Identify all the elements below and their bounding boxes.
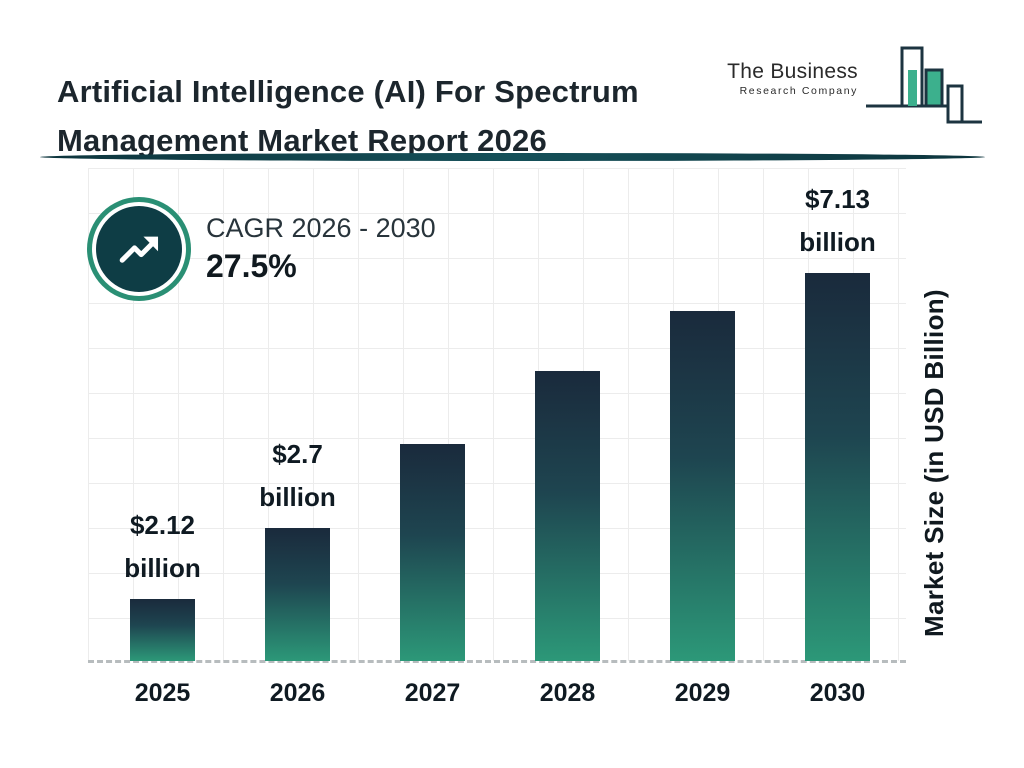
x-axis-label-2029: 2029 <box>674 679 731 707</box>
bar-value-label-2030: $7.13 billion <box>799 183 876 258</box>
x-axis-label-2025: 2025 <box>134 679 191 707</box>
company-logo-text: The Business Research Company <box>727 60 858 97</box>
page-title: Artificial Intelligence (AI) For Spectru… <box>57 68 639 166</box>
trend-arrow-icon <box>96 206 182 292</box>
bar-2029 <box>670 311 735 661</box>
bar-2025 <box>130 599 195 661</box>
x-axis-label-2026: 2026 <box>269 679 326 707</box>
logo-bar-chart-icon <box>864 42 984 129</box>
bar-value-label-2025: $2.12 billion <box>124 509 201 584</box>
cagr-badge: CAGR 2026 - 2030 27.5% <box>96 206 436 292</box>
logo-subname: Research Company <box>739 85 858 97</box>
y-axis-title: Market Size (in USD Billion) <box>919 289 949 637</box>
bar-value-label-2026: $2.7 billion <box>259 438 336 513</box>
x-axis-label-2028: 2028 <box>539 679 596 707</box>
page-title-line2: Management Market Report 2026 <box>57 122 547 158</box>
x-axis-label-2027: 2027 <box>404 679 461 707</box>
page-title-line1: Artificial Intelligence (AI) For Spectru… <box>57 73 639 109</box>
bar-column-2030: $7.13 billion 2030 <box>772 170 904 707</box>
bar-column-2028: 2028 <box>502 170 634 707</box>
company-logo: The Business Research Company <box>727 42 984 129</box>
logo-name: The Business <box>727 60 858 83</box>
cagr-texts: CAGR 2026 - 2030 27.5% <box>206 213 436 285</box>
bar-chart: $2.12 billion 2025 $2.7 billion 2026 2027 2028 2… <box>95 170 905 707</box>
bar-column-2027: 2027 <box>367 170 499 707</box>
bar-column-2026: $2.7 billion 2026 <box>232 170 364 707</box>
bar-2027 <box>400 444 465 661</box>
bar-2028 <box>535 371 600 661</box>
title-divider <box>40 153 985 161</box>
cagr-value: 27.5% <box>206 248 297 284</box>
bar-2026 <box>265 528 330 661</box>
x-axis-label-2030: 2030 <box>809 679 866 707</box>
bar-column-2029: 2029 <box>637 170 769 707</box>
bar-2030 <box>805 273 870 661</box>
cagr-label: CAGR 2026 - 2030 <box>206 213 436 243</box>
chart-grid <box>88 168 906 661</box>
x-axis-baseline <box>88 660 906 663</box>
bar-column-2025: $2.12 billion 2025 <box>97 170 229 707</box>
